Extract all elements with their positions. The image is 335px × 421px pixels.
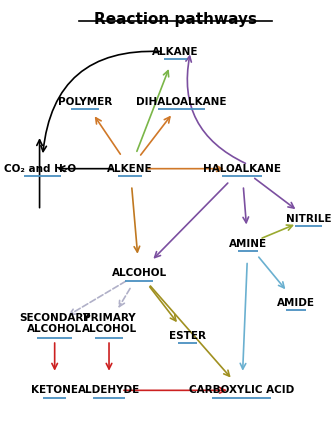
Text: ALCOHOL: ALCOHOL	[112, 268, 167, 278]
Text: SECONDARY
ALCOHOL: SECONDARY ALCOHOL	[19, 313, 90, 334]
Text: AMIDE: AMIDE	[277, 298, 315, 307]
Text: PRIMARY
ALCOHOL: PRIMARY ALCOHOL	[81, 313, 137, 334]
Text: POLYMER: POLYMER	[58, 97, 112, 107]
Text: AMINE: AMINE	[229, 239, 267, 249]
Text: ALKENE: ALKENE	[107, 164, 153, 174]
Text: ALKANE: ALKANE	[152, 47, 199, 56]
Text: ESTER: ESTER	[169, 331, 206, 341]
Text: CARBOXYLIC ACID: CARBOXYLIC ACID	[189, 385, 294, 395]
Text: Reaction pathways: Reaction pathways	[94, 12, 257, 27]
Text: DIHALOALKANE: DIHALOALKANE	[136, 97, 227, 107]
Text: HALOALKANE: HALOALKANE	[203, 164, 281, 174]
Text: NITRILE: NITRILE	[285, 214, 331, 224]
Text: ALDEHYDE: ALDEHYDE	[78, 385, 140, 395]
Text: CO₂ and H₂O: CO₂ and H₂O	[3, 164, 76, 174]
Text: KETONE: KETONE	[31, 385, 78, 395]
